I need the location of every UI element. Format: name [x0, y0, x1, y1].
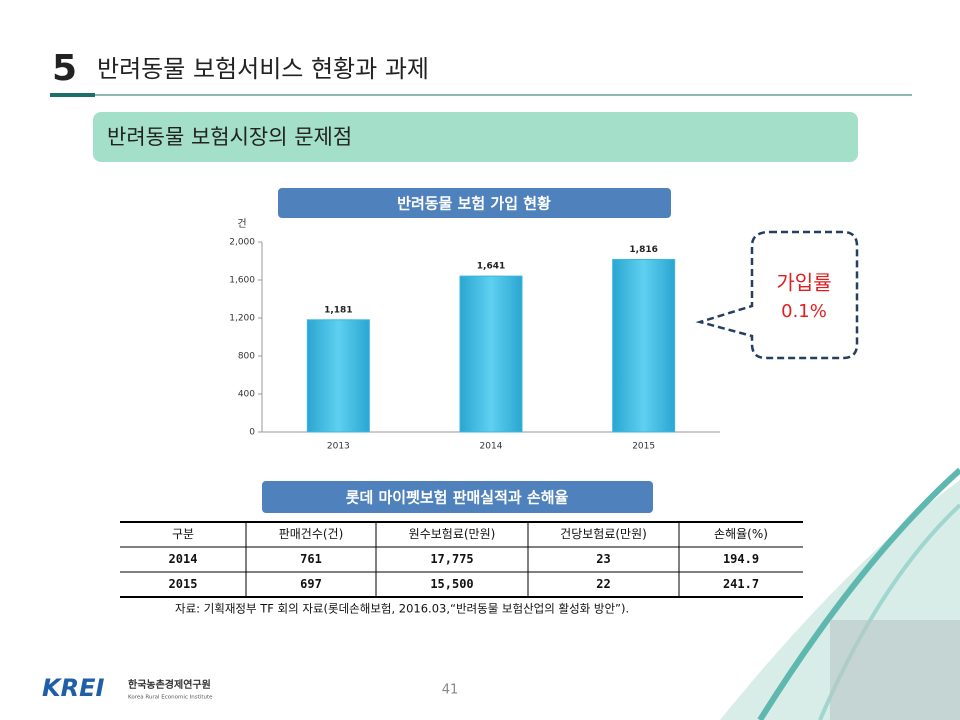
table-cell: 17,775: [430, 552, 473, 566]
y-tick-label: 0: [249, 428, 255, 438]
section-number: 5: [52, 48, 77, 89]
table-cell: 15,500: [430, 577, 473, 591]
callout-bubble: [695, 230, 859, 360]
footer-org: 한국농촌경제연구원: [128, 678, 211, 691]
table-source: 자료: 기획재정부 TF 회의 자료(롯데손해보험, 2016.03,“반려동물…: [175, 602, 629, 616]
table-cell: 241.7: [723, 577, 759, 591]
table: 구분 판매건수(건) 원수보험료(만원) 건당보험료(만원) 손해율(%) 2014 761…: [120, 521, 803, 598]
value-label: 1,181: [324, 305, 352, 315]
x-tick-label: 2015: [632, 442, 655, 452]
callout-value: 0.1%: [781, 301, 827, 322]
table-header-cell: 판매건수(건): [279, 527, 344, 541]
table-cell: 697: [300, 577, 322, 591]
value-label: 1,816: [629, 245, 657, 255]
section-banner: [93, 112, 858, 162]
bar: [612, 258, 676, 433]
table-cell: 194.9: [723, 552, 759, 566]
table-title: 롯데 마이펫보험 판매실적과 손해율: [346, 489, 569, 507]
header-accent: [50, 93, 95, 97]
table-header-cell: 원수보험료(만원): [409, 527, 496, 541]
chart: 0 400 800 1,200 1,600 2,000 2013 1,181 2014 1,641…: [229, 238, 720, 452]
decor-stroke: [757, 467, 960, 720]
y-tick-label: 400: [238, 390, 255, 400]
table-header-cell: 건당보험료(만원): [560, 527, 647, 541]
bar: [459, 275, 523, 433]
y-tick-label: 1,600: [229, 276, 255, 286]
table-cell: 2014: [169, 552, 198, 566]
y-tick-label: 2,000: [229, 238, 255, 248]
decor-building: [830, 620, 960, 720]
table-cell: 2015: [169, 577, 198, 591]
y-tick-label: 1,200: [229, 314, 255, 324]
x-tick-label: 2013: [327, 442, 350, 452]
table-header-cell: 손해율(%): [714, 527, 768, 541]
value-label: 1,641: [477, 262, 505, 272]
footer-org-en: Korea Rural Economic Institute: [128, 695, 213, 701]
chart-title-box: [278, 188, 671, 218]
bar: [306, 319, 370, 433]
table-cell: 761: [300, 552, 322, 566]
footer-logo: KREI: [42, 674, 104, 702]
page-number: 41: [442, 683, 459, 698]
callout-label: 가입률: [776, 271, 831, 295]
y-unit: 건: [237, 218, 246, 230]
table-header-cell: 구분: [172, 527, 194, 541]
table-title-box: [262, 481, 653, 513]
page-title: 반려동물 보험서비스 현황과 과제: [97, 55, 429, 83]
table-cell: 22: [596, 577, 610, 591]
chart-title: 반려동물 보험 가입 현황: [397, 195, 551, 213]
x-tick-label: 2014: [480, 442, 503, 452]
y-tick-label: 800: [238, 352, 255, 362]
table-cell: 23: [596, 552, 610, 566]
section-title: 반려동물 보험시장의 문제점: [107, 125, 352, 149]
